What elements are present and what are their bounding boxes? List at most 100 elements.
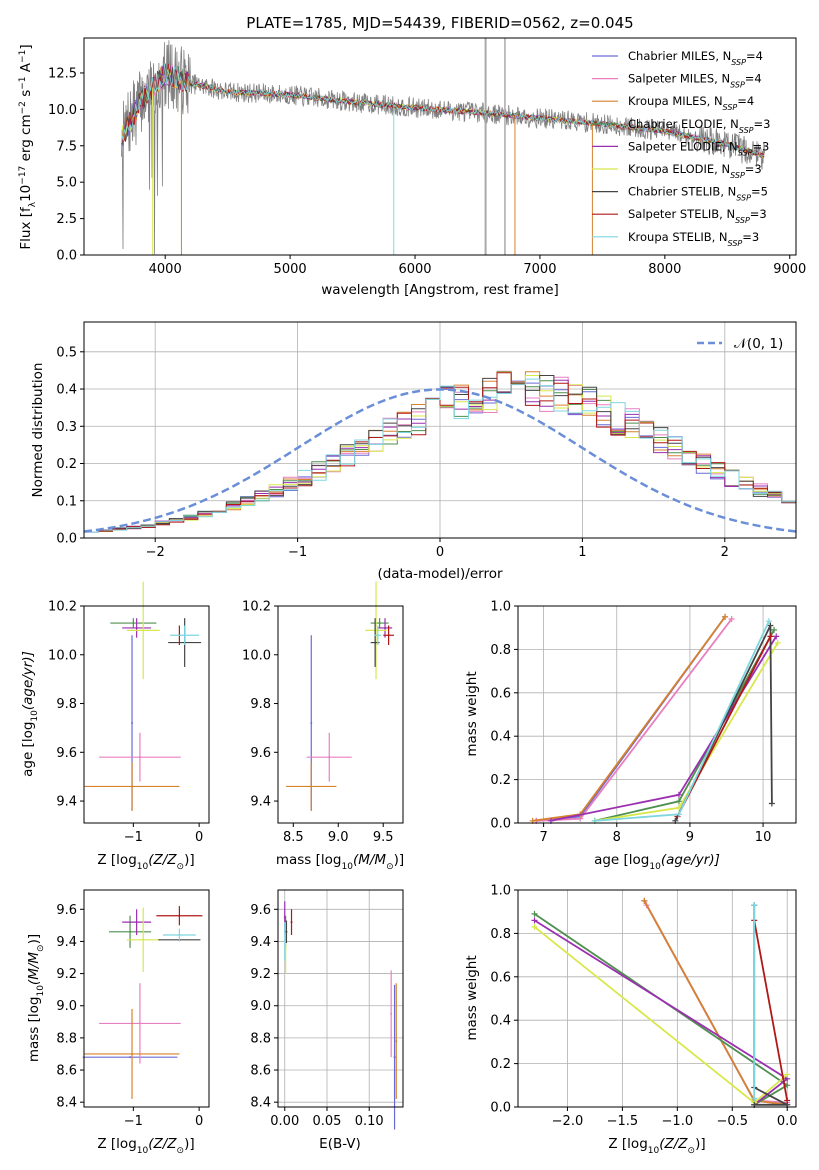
x-tick-label: 0 — [195, 830, 203, 845]
y-tick-label: 10.0 — [48, 103, 77, 118]
massweight-vs-Z-ylabel: mass weight — [464, 955, 480, 1040]
mass-vs-Z-ylabel: mass [log10(M/M⊙)] — [26, 934, 46, 1062]
x-tick-label: 0.05 — [313, 1114, 342, 1129]
age-vs-mass-ticks: 8.5 9.0 9.5 9.4 9.6 9.8 10.0 10.2 — [242, 600, 394, 846]
y-tick-label: 0.6 — [490, 686, 511, 701]
y-tick-label: 0.5 — [56, 345, 77, 360]
age-vs-Z-ticks: −1 0 9.4 9.6 9.8 10.0 10.2 — [48, 600, 203, 846]
y-tick-label: 0.0 — [56, 532, 77, 547]
x-tick-label: −2.0 — [552, 1114, 584, 1129]
data-point — [387, 634, 390, 637]
weight-line — [534, 919, 789, 1106]
y-tick-label: 10.0 — [48, 648, 77, 663]
age-vs-Z-ylabel: age [log10(age/yr)] — [20, 651, 40, 777]
mass-vs-Z-ticks: −1 0 8.4 8.6 8.8 9.0 9.2 9.4 9.6 — [56, 903, 203, 1129]
y-tick-label: 0.6 — [490, 970, 511, 985]
mass-vs-Z-plot-area — [82, 906, 203, 1099]
y-tick-label: 0.2 — [56, 457, 77, 472]
residuals-ylabel: Normed distribution — [30, 363, 46, 498]
x-tick-label: 8000 — [648, 262, 681, 277]
y-tick-label: 0.2 — [490, 1057, 511, 1072]
data-point — [390, 1012, 393, 1015]
y-tick-label: 9.6 — [250, 746, 271, 761]
weight-marker — [784, 1071, 791, 1078]
data-point — [283, 916, 286, 919]
legend-label: Chabrier ELODIE, NSSP=3 — [628, 117, 770, 135]
y-tick-label: 0.0 — [490, 1101, 511, 1116]
data-point — [395, 1040, 398, 1043]
data-point — [290, 921, 293, 924]
data-point — [138, 756, 141, 759]
data-point — [310, 722, 313, 725]
x-tick-label: 0 — [195, 1114, 203, 1129]
y-tick-label: 8.8 — [250, 1031, 271, 1046]
x-tick-label: 2 — [721, 545, 729, 560]
y-tick-label: 2.5 — [56, 212, 77, 227]
y-tick-label: 9.6 — [56, 746, 77, 761]
y-tick-label: 0.4 — [490, 1014, 511, 1029]
x-tick-label: 9000 — [773, 262, 806, 277]
y-tick-label: 8.4 — [250, 1096, 271, 1111]
age-vs-mass-panel: 8.5 9.0 9.5 9.4 9.6 9.8 10.0 10.2 mass [log10(M… — [242, 581, 404, 872]
y-tick-label: 0.0 — [56, 249, 77, 264]
x-tick-label: 1 — [578, 545, 586, 560]
data-point — [131, 1052, 134, 1055]
x-tick-label: 5000 — [274, 262, 307, 277]
weight-line — [753, 920, 789, 1101]
massweight-vs-Z-xlabel: Z [log10(Z/Z⊙)] — [608, 1136, 705, 1156]
y-tick-label: 9.8 — [56, 697, 77, 712]
data-point — [129, 930, 132, 933]
y-tick-label: 0.8 — [490, 643, 511, 658]
mass-vs-EBV-frame — [277, 889, 404, 1108]
x-tick-label: 0.10 — [355, 1114, 384, 1129]
weight-line — [533, 913, 789, 1106]
data-point — [142, 629, 145, 632]
weight-line — [533, 926, 788, 1104]
residuals-ticks: −2 −1 0 1 2 0.0 0.1 0.2 0.3 0.4 0.5 — [56, 345, 729, 560]
data-point — [376, 634, 379, 637]
x-tick-label: 8.5 — [283, 830, 304, 845]
y-tick-label: 9.6 — [56, 903, 77, 918]
age-vs-Z-plot-area — [84, 581, 202, 811]
y-tick-label: 10.2 — [48, 600, 77, 615]
y-tick-label: 9.2 — [56, 967, 77, 982]
y-tick-label: 9.0 — [56, 999, 77, 1014]
legend-label: Salpeter STELIB, NSSP=3 — [628, 207, 767, 225]
x-tick-label: 7 — [539, 830, 547, 845]
y-tick-label: 0.3 — [56, 420, 77, 435]
legend-label: Kroupa ELODIE, NSSP=3 — [628, 162, 762, 180]
y-tick-label: 0.2 — [490, 773, 511, 788]
data-point — [283, 940, 286, 943]
x-tick-label: 8 — [613, 830, 621, 845]
weight-line — [676, 635, 772, 817]
y-tick-label: 10.2 — [242, 600, 271, 615]
normal-curve — [83, 388, 797, 533]
mass-vs-EBV-plot-area — [278, 890, 403, 1130]
mass-vs-EBV-ticks: 0.00 0.05 0.10 8.4 8.6 8.8 9.0 9.2 9.4 9.6 — [250, 903, 383, 1129]
weight-marker — [675, 811, 682, 818]
y-tick-label: 8.6 — [56, 1064, 77, 1079]
x-tick-label: −0.5 — [716, 1114, 748, 1129]
age-vs-mass-frame — [277, 605, 404, 824]
normal-legend-label: 𝒩(0, 1) — [734, 336, 783, 352]
weight-marker — [722, 613, 729, 620]
weight-marker — [531, 910, 538, 917]
y-tick-label: 5.0 — [56, 176, 77, 191]
residuals-panel: −2 −1 0 1 2 0.0 0.1 0.2 0.3 0.4 0.5 (data-model)/e… — [30, 321, 797, 582]
y-tick-label: 12.5 — [48, 66, 77, 81]
massweight-vs-age-xlabel: age [log10(age/yr)] — [594, 852, 720, 872]
weight-line — [532, 616, 726, 822]
model-spectrum — [121, 63, 765, 157]
weight-marker — [675, 798, 682, 805]
data-point — [131, 722, 134, 725]
mass-vs-Z-frame — [83, 889, 210, 1108]
weight-marker — [751, 1095, 758, 1102]
y-tick-label: 9.6 — [250, 903, 271, 918]
y-tick-label: 8.6 — [250, 1064, 271, 1079]
y-tick-label: 0.0 — [490, 817, 511, 832]
x-tick-label: 0 — [436, 545, 444, 560]
x-tick-label: 4000 — [149, 262, 182, 277]
data-point — [138, 1022, 141, 1025]
legend-label: Kroupa MILES, NSSP=4 — [628, 94, 754, 112]
legend-label: Chabrier STELIB, NSSP=5 — [628, 185, 768, 203]
